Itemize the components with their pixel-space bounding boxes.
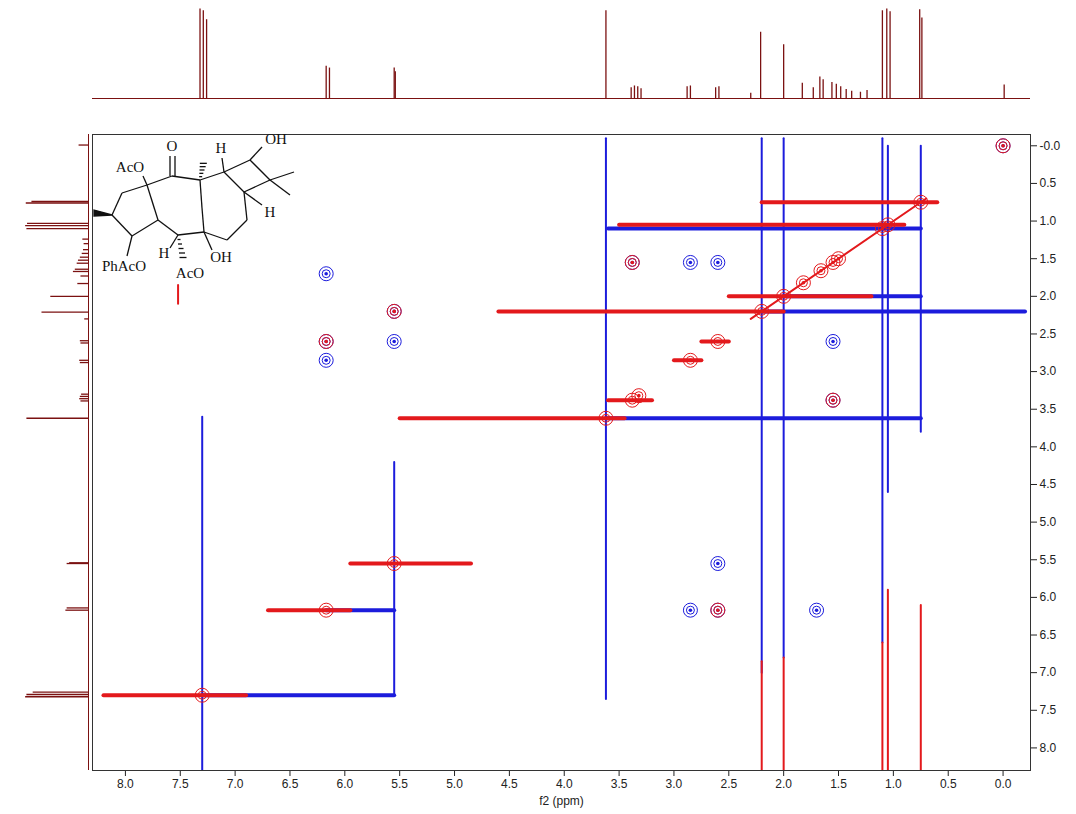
svg-text:4.0: 4.0 [556, 777, 573, 791]
svg-text:4.5: 4.5 [501, 777, 518, 791]
svg-text:1.0: 1.0 [1040, 214, 1057, 228]
svg-text:2.0: 2.0 [775, 777, 792, 791]
svg-text:3.0: 3.0 [666, 777, 683, 791]
svg-text:AcO: AcO [176, 265, 204, 281]
svg-text:0.5: 0.5 [940, 777, 957, 791]
svg-text:7.5: 7.5 [172, 777, 189, 791]
svg-text:7.0: 7.0 [1040, 665, 1057, 679]
svg-text:H: H [216, 140, 227, 156]
svg-text:7.0: 7.0 [227, 777, 244, 791]
svg-text:5.0: 5.0 [446, 777, 463, 791]
svg-text:8.0: 8.0 [117, 777, 134, 791]
svg-text:3.5: 3.5 [611, 777, 628, 791]
svg-text:5.5: 5.5 [1040, 553, 1057, 567]
svg-text:OH: OH [210, 249, 232, 265]
svg-text:1.5: 1.5 [1040, 252, 1057, 266]
svg-text:PhAcO: PhAcO [102, 258, 146, 274]
svg-text:3.0: 3.0 [1040, 364, 1057, 378]
svg-text:6.5: 6.5 [282, 777, 299, 791]
svg-text:2.5: 2.5 [720, 777, 737, 791]
svg-text:-0.0: -0.0 [1040, 139, 1061, 153]
svg-text:H: H [159, 245, 170, 261]
svg-text:5.5: 5.5 [391, 777, 408, 791]
svg-text:O: O [167, 138, 178, 154]
svg-text:5.0: 5.0 [1040, 515, 1057, 529]
svg-text:6.0: 6.0 [1040, 590, 1057, 604]
svg-text:4.5: 4.5 [1040, 477, 1057, 491]
svg-text:1.0: 1.0 [885, 777, 902, 791]
svg-text:2.0: 2.0 [1040, 289, 1057, 303]
svg-text:4.0: 4.0 [1040, 440, 1057, 454]
svg-text:0.5: 0.5 [1040, 176, 1057, 190]
svg-text:OH: OH [265, 131, 287, 147]
svg-text:2.5: 2.5 [1040, 327, 1057, 341]
svg-text:1.5: 1.5 [830, 777, 847, 791]
svg-text:7.5: 7.5 [1040, 703, 1057, 717]
svg-text:0.0: 0.0 [995, 777, 1012, 791]
svg-text:H: H [265, 204, 276, 220]
svg-text:f2 (ppm): f2 (ppm) [539, 794, 584, 808]
svg-text:8.0: 8.0 [1040, 741, 1057, 755]
svg-text:3.5: 3.5 [1040, 402, 1057, 416]
svg-text:AcO: AcO [116, 159, 144, 175]
svg-text:6.0: 6.0 [336, 777, 353, 791]
svg-text:6.5: 6.5 [1040, 628, 1057, 642]
